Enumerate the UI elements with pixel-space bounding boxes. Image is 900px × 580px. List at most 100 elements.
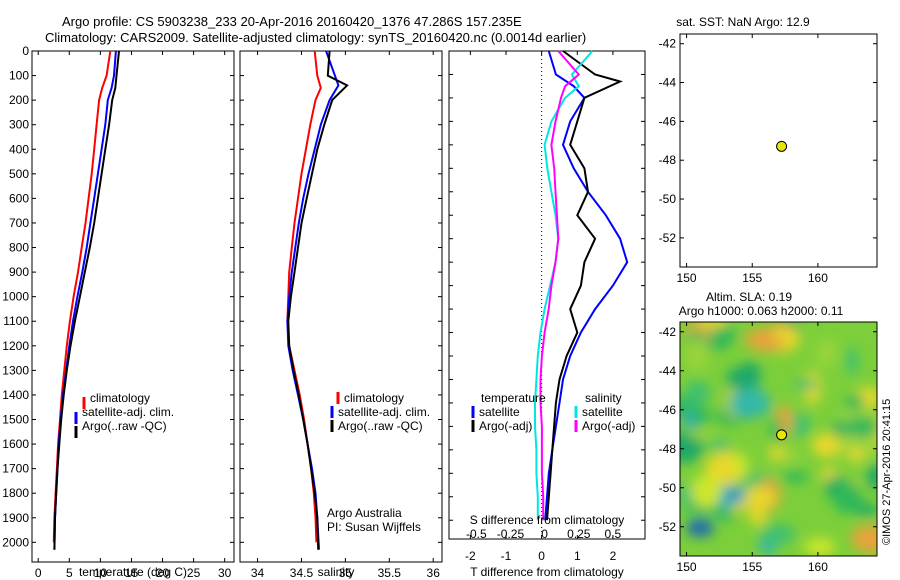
legend-label-t-argo: Argo(-adj) xyxy=(479,419,532,433)
sst-map-panel: sat. SST: NaN Argo: 12.9 150 155 160 -42 -44… xyxy=(659,15,878,285)
sla-texture xyxy=(734,453,748,479)
sla-texture xyxy=(749,507,767,526)
temperature-axes-frame xyxy=(31,50,235,563)
sla-texture xyxy=(804,538,836,556)
y-tick-label: 1500 xyxy=(2,413,29,427)
salinity-xlabel: salinity xyxy=(318,565,355,579)
sla-texture xyxy=(682,410,698,430)
sla-map-title-line2: Argo h1000: 0.063 h2000: 0.11 xyxy=(679,304,844,318)
temperature-panel: 0 5 10 15 20 25 300100200300400500600700800900… xyxy=(2,44,235,580)
series-line-2 xyxy=(53,50,117,550)
sla-texture xyxy=(685,339,710,372)
series-line-3 xyxy=(287,50,349,550)
y-tick-label: -52 xyxy=(659,231,677,245)
legend-label-satellite: satellite-adj. clim. xyxy=(338,405,430,419)
sla-texture xyxy=(768,445,785,462)
salinity-axes-frame xyxy=(239,50,443,563)
y-tick-label: 1800 xyxy=(2,486,29,500)
x-tick-label: 36 xyxy=(427,566,441,580)
sla-texture xyxy=(680,432,704,463)
legend-title-salinity: salinity xyxy=(585,391,622,405)
sla-texture xyxy=(773,327,800,342)
legend-label-t-satellite: satellite xyxy=(479,405,520,419)
y-tick-label: 1600 xyxy=(2,437,29,451)
difference-xlabel-top: S difference from climatology xyxy=(470,513,625,527)
sla-texture xyxy=(866,463,877,490)
y-tick-label: -50 xyxy=(659,481,677,495)
legend-label-climatology: climatology xyxy=(344,391,404,405)
legend-label-s-argo: Argo(-adj) xyxy=(582,419,635,433)
x-tick-label: 5 xyxy=(66,566,73,580)
x-tick-label: 20 xyxy=(156,566,170,580)
s-tick-label: 0.5 xyxy=(605,527,622,541)
temperature-xlabel: temperature (deg C) xyxy=(79,565,187,579)
legend-label-argo: Argo(..raw -QC) xyxy=(338,419,423,433)
sla-texture xyxy=(794,378,818,391)
y-tick-label: -42 xyxy=(659,325,677,339)
x-tick-label: 160 xyxy=(808,271,828,285)
y-tick-label: 1700 xyxy=(2,462,29,476)
x-tick-label: 0 xyxy=(538,549,545,563)
figure-title-line1: Argo profile: CS 5903238_233 20-Apr-2016… xyxy=(62,14,522,29)
sla-heatmap xyxy=(680,322,877,556)
legend-label-argo: Argo(..raw -QC) xyxy=(82,419,167,433)
x-tick-label: 34.5 xyxy=(290,566,314,580)
sla-texture xyxy=(781,445,798,465)
sla-texture xyxy=(691,474,722,508)
argo-location-marker xyxy=(776,140,788,152)
x-tick-label: 155 xyxy=(742,271,762,285)
sla-texture xyxy=(738,486,776,509)
x-tick-label: 34 xyxy=(251,566,265,580)
y-tick-label: 1400 xyxy=(2,388,29,402)
salinity-panel: 34 34.5 35 35.5 36 salinity climatology sate… xyxy=(239,50,443,580)
sla-texture xyxy=(848,448,864,462)
legend-title-temperature: temperature xyxy=(481,391,546,405)
series-line-3 xyxy=(53,50,120,550)
x-tick-label: 35 xyxy=(339,566,353,580)
y-tick-label: 900 xyxy=(9,265,29,279)
sla-texture xyxy=(842,417,877,438)
y-tick-label: -44 xyxy=(659,76,677,90)
y-tick-label: -46 xyxy=(659,114,677,128)
x-tick-label: -2 xyxy=(465,549,476,563)
annotation-line1: Argo Australia xyxy=(327,506,402,520)
y-tick-label: -52 xyxy=(659,520,677,534)
argo-location-marker xyxy=(776,429,788,441)
y-tick-label: 300 xyxy=(9,118,29,132)
series-line-3 xyxy=(534,50,594,521)
sla-texture xyxy=(708,440,731,451)
y-tick-label: 0 xyxy=(22,44,29,58)
y-tick-label: -44 xyxy=(659,364,677,378)
sla-texture xyxy=(781,470,810,483)
y-tick-label: -48 xyxy=(659,153,677,167)
sla-texture xyxy=(812,433,841,458)
sla-texture xyxy=(688,428,715,439)
x-tick-label: -1 xyxy=(501,549,512,563)
sla-texture xyxy=(853,503,877,516)
difference-panel: -2 -1 0 1 2 -0.5 -0.25 0 0.25 0.5 S difference fr… xyxy=(448,50,646,579)
y-tick-label: -50 xyxy=(659,192,677,206)
legend-label-s-satellite: satellite xyxy=(582,405,623,419)
sla-texture xyxy=(716,510,734,522)
sla-texture xyxy=(832,481,863,514)
sla-map-title-line1: Altim. SLA: 0.19 xyxy=(706,290,792,304)
sla-texture xyxy=(816,338,837,367)
difference-axes-frame xyxy=(448,50,646,540)
y-tick-label: 1900 xyxy=(2,511,29,525)
x-tick-label: 25 xyxy=(187,566,201,580)
series-line-1 xyxy=(286,50,322,543)
y-tick-label: 600 xyxy=(9,191,29,205)
sla-map-frame xyxy=(679,321,878,557)
temperature-legend: climatology satellite-adj. clim. Argo(..… xyxy=(74,391,174,438)
annotation-line2: PI: Susan Wijffels xyxy=(327,520,421,534)
sla-texture xyxy=(761,523,796,545)
series-line-1 xyxy=(544,50,629,521)
sst-map-title: sat. SST: NaN Argo: 12.9 xyxy=(676,15,810,29)
y-tick-label: -42 xyxy=(659,37,677,51)
s-tick-label: 0.25 xyxy=(567,527,591,541)
x-tick-label: 0 xyxy=(35,566,42,580)
x-tick-label: 150 xyxy=(677,560,697,574)
sla-texture xyxy=(686,519,714,537)
y-tick-label: 100 xyxy=(9,69,29,83)
